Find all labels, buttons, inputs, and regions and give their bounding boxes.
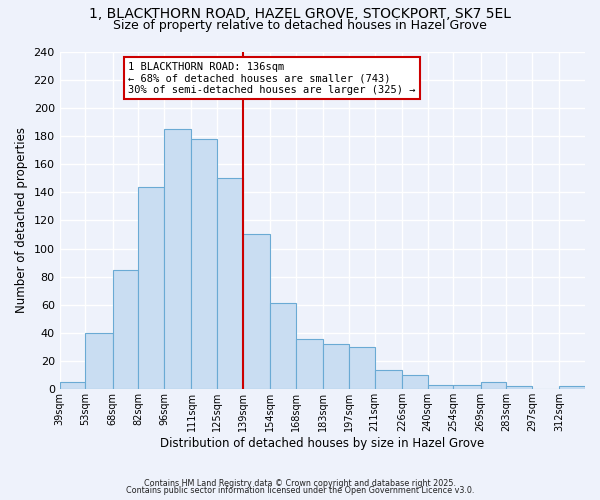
Bar <box>559 386 585 390</box>
Bar <box>296 338 323 390</box>
Bar <box>270 304 296 390</box>
Y-axis label: Number of detached properties: Number of detached properties <box>15 128 28 314</box>
Text: 1 BLACKTHORN ROAD: 136sqm
← 68% of detached houses are smaller (743)
30% of semi: 1 BLACKTHORN ROAD: 136sqm ← 68% of detac… <box>128 62 415 95</box>
Text: 1, BLACKTHORN ROAD, HAZEL GROVE, STOCKPORT, SK7 5EL: 1, BLACKTHORN ROAD, HAZEL GROVE, STOCKPO… <box>89 8 511 22</box>
Text: Contains public sector information licensed under the Open Government Licence v3: Contains public sector information licen… <box>126 486 474 495</box>
Bar <box>481 382 506 390</box>
Text: Contains HM Land Registry data © Crown copyright and database right 2025.: Contains HM Land Registry data © Crown c… <box>144 478 456 488</box>
Bar <box>349 347 374 390</box>
Bar <box>428 385 453 390</box>
Bar <box>374 370 402 390</box>
Bar <box>243 234 270 390</box>
Bar <box>191 139 217 390</box>
Bar <box>59 382 85 390</box>
Bar <box>402 375 428 390</box>
X-axis label: Distribution of detached houses by size in Hazel Grove: Distribution of detached houses by size … <box>160 437 484 450</box>
Bar <box>164 129 191 390</box>
Bar <box>217 178 243 390</box>
Bar <box>323 344 349 390</box>
Text: Size of property relative to detached houses in Hazel Grove: Size of property relative to detached ho… <box>113 18 487 32</box>
Bar <box>85 333 113 390</box>
Bar <box>506 386 532 390</box>
Bar <box>453 385 481 390</box>
Bar <box>113 270 139 390</box>
Bar <box>139 186 164 390</box>
